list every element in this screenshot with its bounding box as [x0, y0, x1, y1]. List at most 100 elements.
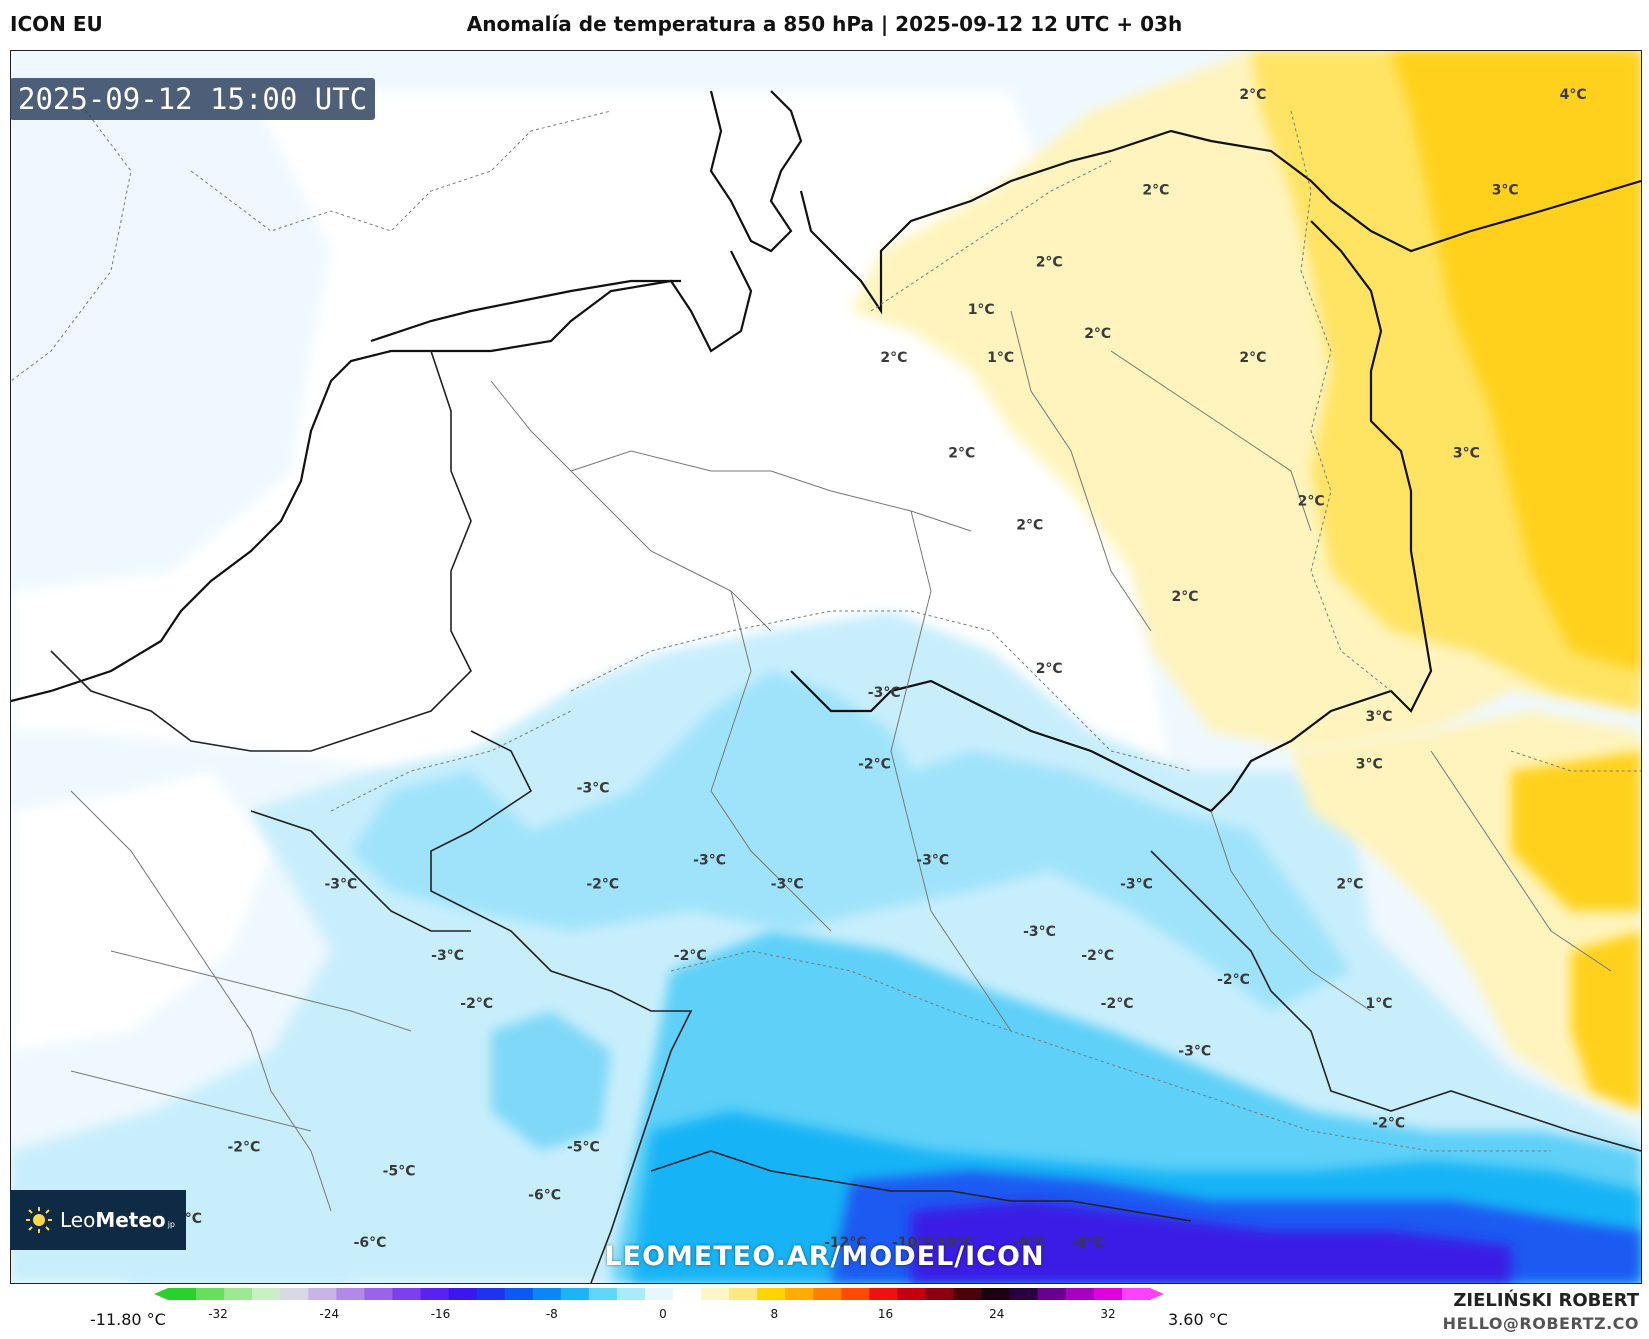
colorbar-segment — [280, 1288, 309, 1300]
temperature-label: 2°C — [1016, 517, 1043, 533]
chart-title: Anomalía de temperatura a 850 hPa | 2025… — [466, 12, 1183, 36]
colorbar-tick-label: 16 — [878, 1307, 893, 1321]
temperature-label: 3°C — [1356, 757, 1383, 773]
sun-icon — [26, 1207, 52, 1233]
colorbar-max-arrow — [1150, 1288, 1164, 1300]
colorbar-segment — [1121, 1288, 1151, 1300]
colorbar-segment — [841, 1288, 870, 1300]
temperature-label: 2°C — [880, 350, 907, 366]
colorbar-segment — [224, 1288, 253, 1300]
temperature-label: 2°C — [1239, 350, 1266, 366]
colorbar-segment — [813, 1288, 842, 1300]
temperature-label: -3°C — [431, 948, 464, 964]
colorbar-ticks: -32 -24 -16 -8 0 8 16 24 32 — [208, 1307, 1115, 1321]
colorbar-tick-label: 0 — [659, 1307, 667, 1321]
leometeo-logo[interactable]: LeoMeteo jp — [10, 1190, 186, 1250]
temperature-label: 3°C — [1453, 446, 1480, 462]
temperature-label: -9°C — [1013, 1235, 1046, 1251]
anomaly-alps-core — [911, 1201, 1511, 1283]
map-panel[interactable]: 2°C 4°C 2°C 3°C 2°C 1°C 2°C 2°C 1°C 2°C 3°C 2°C 2°C 2… — [10, 50, 1642, 1284]
colorbar-segment — [701, 1288, 730, 1300]
temperature-label: -6°C — [354, 1235, 387, 1251]
colorbar-segment — [196, 1288, 225, 1300]
colorbar-segment — [1065, 1288, 1095, 1300]
temperature-label: -2°C — [586, 876, 619, 892]
colorbar-segment — [448, 1288, 478, 1300]
colorbar: -32 -24 -16 -8 0 8 16 24 32 — [154, 1288, 1164, 1321]
colorbar-tick-label: 8 — [770, 1307, 778, 1321]
temperature-label: -3°C — [771, 876, 804, 892]
colorbar-segment — [644, 1288, 674, 1300]
temperature-label: -3°C — [868, 685, 901, 701]
colorbar-segment — [785, 1288, 814, 1300]
temperature-label: -2°C — [1217, 972, 1250, 988]
temperature-label: -2°C — [1081, 948, 1114, 964]
model-name: ICON EU — [10, 12, 103, 36]
temperature-label: 4°C — [1560, 87, 1587, 103]
contour-lines — [11, 90, 1641, 1152]
temperature-label: -10°C — [931, 1235, 974, 1251]
colorbar-tick-label: 24 — [989, 1307, 1004, 1321]
colorbar-tick-label: -16 — [431, 1307, 451, 1321]
colorbar-segment — [1009, 1288, 1039, 1300]
temperature-label: -5°C — [383, 1163, 416, 1179]
temperature-label: -3°C — [1120, 876, 1153, 892]
temperature-label: -2°C — [674, 948, 707, 964]
neutral-zone-west — [11, 771, 271, 1051]
temperature-label: -2°C — [227, 1139, 260, 1155]
temperature-label: -3°C — [1023, 924, 1056, 940]
author-name: ZIELIŃSKI ROBERT — [1453, 1290, 1639, 1311]
colorbar-tick-label: -8 — [546, 1307, 558, 1321]
temperature-label: -5°C — [567, 1139, 600, 1155]
logo-suffix: jp — [167, 1219, 175, 1229]
colorbar-segment — [560, 1288, 590, 1300]
temperature-label: 1°C — [1365, 996, 1392, 1012]
anomaly-blob-west — [491, 1011, 611, 1151]
colorbar-segment — [392, 1288, 422, 1300]
colorbar-min-label: -11.80 °C — [90, 1310, 166, 1329]
colorbar-segment — [308, 1288, 337, 1300]
temperature-label: -10°C — [892, 1235, 935, 1251]
temperature-label: 3°C — [1492, 183, 1519, 199]
colorbar-segment — [953, 1288, 983, 1300]
temperature-label: 2°C — [1142, 183, 1169, 199]
temperature-label: 2°C — [1171, 589, 1198, 605]
temperature-label: -3°C — [693, 852, 726, 868]
colorbar-segment — [504, 1288, 534, 1300]
colorbar-segment — [1037, 1288, 1067, 1300]
temperature-label: -6°C — [528, 1187, 561, 1203]
colorbar-segment — [168, 1288, 197, 1300]
logo-text: LeoMeteo — [60, 1208, 166, 1232]
colorbar-segment — [588, 1288, 618, 1300]
anomaly-blob-southwest — [131, 1131, 351, 1283]
temperature-label: -3°C — [577, 781, 610, 797]
temperature-label: -8°C — [1072, 1235, 1105, 1251]
colorbar-segment — [869, 1288, 898, 1300]
temperature-labels: 2°C 4°C 2°C 3°C 2°C 1°C 2°C 2°C 1°C 2°C 3°C 2°C 2°C 2… — [72, 87, 1586, 1251]
colorbar-segment — [336, 1288, 365, 1300]
colorbar-segment — [673, 1288, 702, 1300]
author-email[interactable]: HELLO@ROBERTZ.CO — [1442, 1314, 1639, 1333]
colorbar-tick-label: -32 — [208, 1307, 228, 1321]
temperature-label: -3°C — [1178, 1044, 1211, 1060]
national-borders — [50, 350, 1641, 1283]
anomaly-yellow-southeast — [1511, 751, 1641, 911]
colorbar-segment — [925, 1288, 955, 1300]
temperature-label: 2°C — [1336, 876, 1363, 892]
temperature-label: 2°C — [1239, 87, 1266, 103]
temperature-label: 2°C — [1036, 254, 1063, 270]
map-canvas: 2°C 4°C 2°C 3°C 2°C 1°C 2°C 2°C 1°C 2°C 3°C 2°C 2°C 2… — [11, 51, 1641, 1283]
colorbar-segment — [729, 1288, 758, 1300]
temperature-label: 2°C — [1084, 326, 1111, 342]
temperature-label: 2°C — [1036, 661, 1063, 677]
anomaly-yellow-east-edge — [1571, 931, 1641, 1111]
anomaly-yellow-core — [1391, 51, 1641, 671]
colorbar-segment — [420, 1288, 450, 1300]
colorbar-segment — [897, 1288, 927, 1300]
colorbar-segment — [757, 1288, 786, 1300]
temperature-label: -2°C — [1372, 1116, 1405, 1132]
colorbar-tick-label: 32 — [1100, 1307, 1115, 1321]
temperature-label: -3°C — [916, 852, 949, 868]
coastlines — [11, 90, 1641, 813]
colorbar-segment — [616, 1288, 646, 1300]
